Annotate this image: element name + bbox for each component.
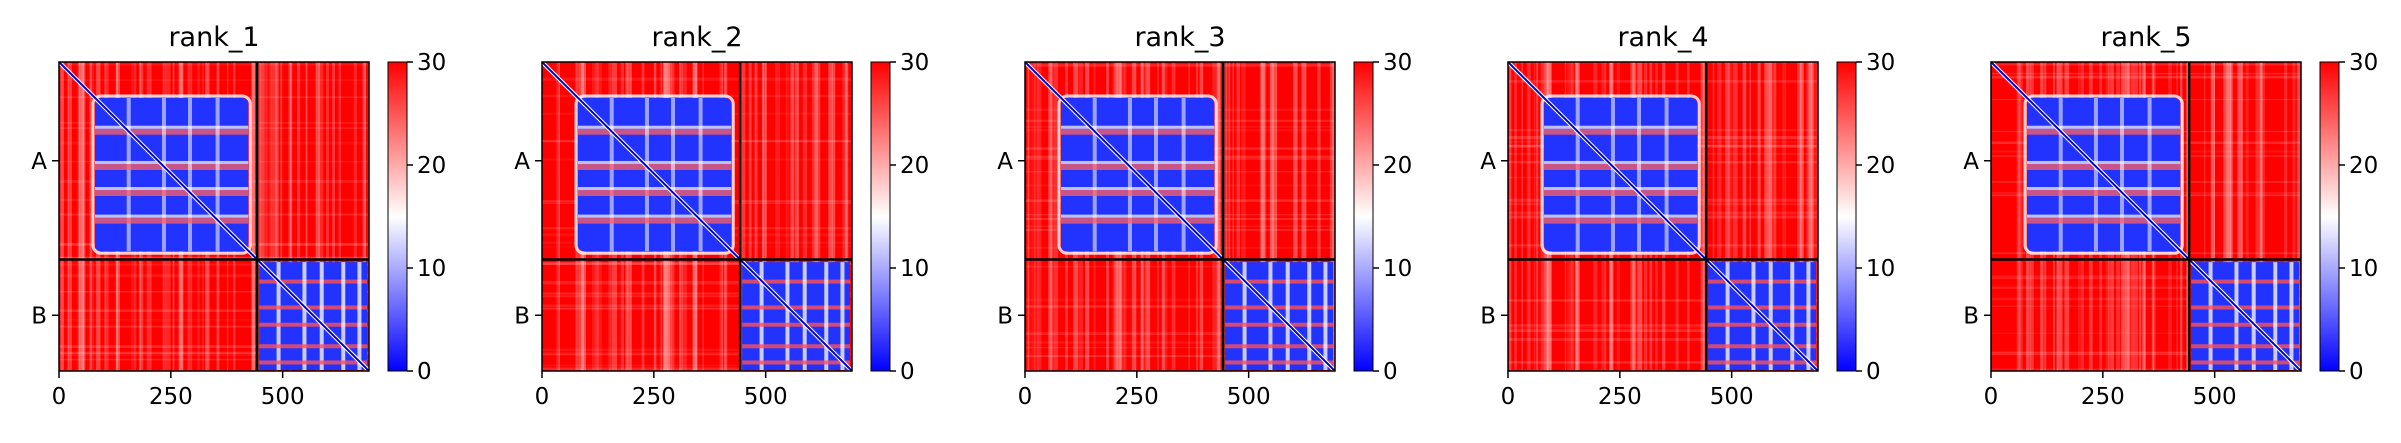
x-tick-label: 250: [2081, 384, 2125, 410]
colorbar-tick-label: 30: [2349, 50, 2378, 76]
x-tick-label: 0: [535, 384, 550, 410]
colorbar-tick-label: 30: [900, 50, 929, 76]
pae-panel-4: rank_4 0 250 500 A B 0 10 20 30: [1480, 22, 1895, 410]
pae-heatmap: [1025, 62, 1335, 371]
colorbar-tick-label: 10: [2349, 256, 2378, 282]
panel-title: rank_4: [1617, 22, 1708, 53]
pae-heatmap-group: [59, 62, 369, 371]
pae-panel-1: rank_1 0 250 500 A B 0 10 20 30: [31, 22, 446, 410]
colorbar-tick-label: 20: [1866, 153, 1895, 179]
pae-heatmap: [542, 62, 852, 371]
y-tick-label: B: [1963, 303, 1979, 329]
pae-panel-5: rank_5 0 250 500 A B 0 10 20 30: [1963, 22, 2378, 410]
pae-heatmap-group: [1025, 62, 1335, 371]
panel-frame: [541, 61, 853, 372]
colorbar-tick-label: 20: [900, 153, 929, 179]
pae-panel-2: rank_2 0 250 500 A B 0 10 20 30: [514, 22, 929, 410]
pae-heatmap-group: [1508, 62, 1818, 371]
colorbar-tick-label: 20: [1383, 153, 1412, 179]
x-tick-label: 0: [1501, 384, 1516, 410]
x-tick-label: 0: [1018, 384, 1033, 410]
y-tick-label: B: [514, 303, 530, 329]
colorbar-tick-label: 0: [1383, 359, 1398, 385]
x-tick-label: 0: [1984, 384, 1999, 410]
pae-panel-3: rank_3 0 250 500 A B 0 10 20 30: [997, 22, 1412, 410]
y-tick-label: A: [31, 149, 47, 175]
colorbar-tick-label: 10: [1866, 256, 1895, 282]
x-tick-label: 250: [1598, 384, 1642, 410]
colorbar: [870, 61, 891, 372]
x-tick-label: 500: [2193, 384, 2237, 410]
colorbar-tick-label: 10: [417, 256, 446, 282]
x-tick-label: 250: [149, 384, 193, 410]
panel-title: rank_1: [168, 22, 259, 53]
colorbar: [1353, 61, 1374, 372]
colorbar-tick-label: 0: [2349, 359, 2364, 385]
colorbar-tick-label: 30: [1866, 50, 1895, 76]
panel-frame: [1024, 61, 1336, 372]
pae-heatmap: [59, 62, 369, 371]
panel-title: rank_2: [651, 22, 742, 53]
colorbar-tick-label: 10: [1383, 256, 1412, 282]
panel-frame: [1990, 61, 2302, 372]
colorbar: [1836, 61, 1857, 372]
y-tick-label: B: [997, 303, 1013, 329]
colorbar: [387, 61, 408, 372]
pae-heatmap-group: [542, 62, 852, 371]
y-tick-label: A: [514, 149, 530, 175]
pae-heatmap-group: [1991, 62, 2301, 371]
y-tick-label: A: [997, 149, 1013, 175]
x-tick-label: 500: [1710, 384, 1754, 410]
panel-title: rank_5: [2100, 22, 2191, 53]
x-tick-label: 0: [52, 384, 67, 410]
pae-heatmap: [1508, 62, 1818, 371]
x-tick-label: 500: [744, 384, 788, 410]
colorbar-tick-label: 20: [2349, 153, 2378, 179]
colorbar-tick-label: 30: [417, 50, 446, 76]
colorbar-tick-label: 30: [1383, 50, 1412, 76]
colorbar-tick-label: 0: [1866, 359, 1881, 385]
y-tick-label: A: [1963, 149, 1979, 175]
pae-heatmap: [1991, 62, 2301, 371]
colorbar-tick-label: 20: [417, 153, 446, 179]
colorbar: [2319, 61, 2340, 372]
x-tick-label: 500: [261, 384, 305, 410]
panel-title: rank_3: [1134, 22, 1225, 53]
colorbar-tick-label: 0: [900, 359, 915, 385]
y-tick-label: B: [1480, 303, 1496, 329]
x-tick-label: 250: [632, 384, 676, 410]
x-tick-label: 500: [1227, 384, 1271, 410]
panel-frame: [58, 61, 370, 372]
y-tick-label: A: [1480, 149, 1496, 175]
colorbar-tick-label: 0: [417, 359, 432, 385]
colorbar-tick-label: 10: [900, 256, 929, 282]
x-tick-label: 250: [1115, 384, 1159, 410]
panel-frame: [1507, 61, 1819, 372]
y-tick-label: B: [31, 303, 47, 329]
